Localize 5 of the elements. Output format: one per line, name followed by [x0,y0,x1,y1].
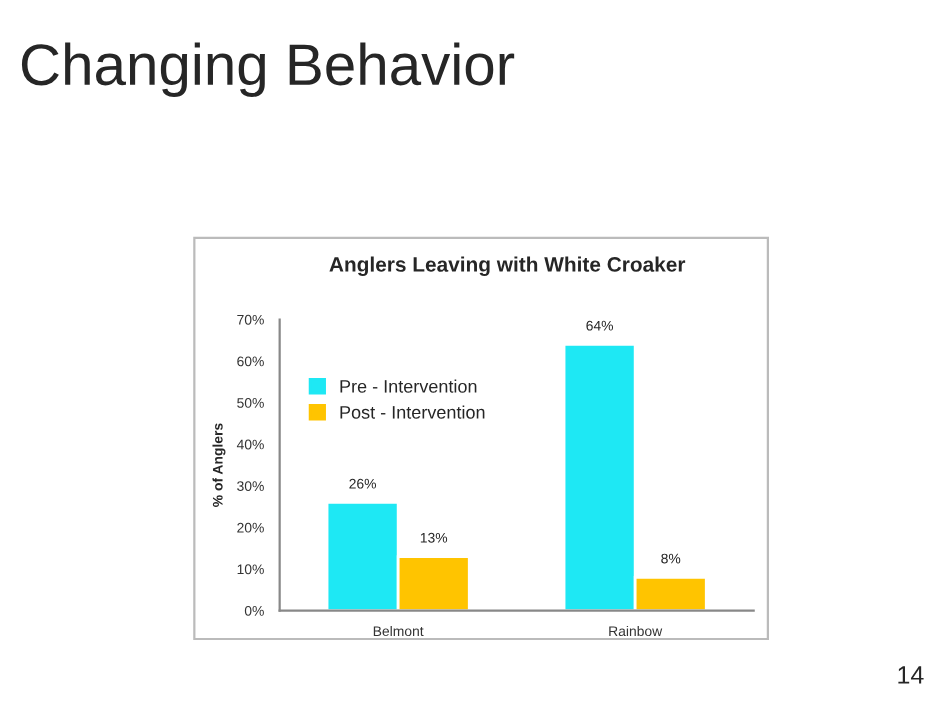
chart-title: Changing Behavior [21,42,515,97]
chart-subtitle: Anglers Leaving with White Croaker [329,256,686,277]
text: 14 [898,666,924,684]
legend-label: Pre - Intervention [340,379,477,393]
legend-label: Post - Intervention [340,405,485,419]
